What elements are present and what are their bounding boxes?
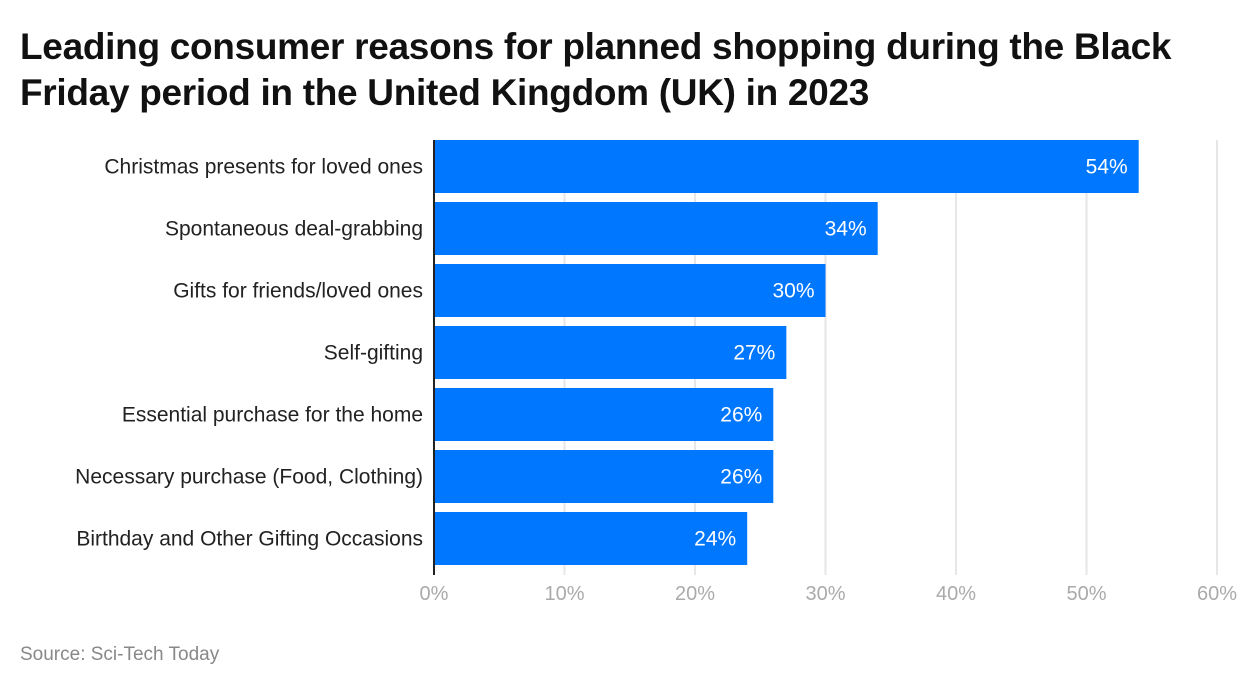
x-tick-label: 0%: [420, 583, 449, 605]
category-label: Self-gifting: [324, 342, 423, 365]
data-label: 24%: [694, 528, 736, 551]
category-label: Christmas presents for loved ones: [104, 156, 423, 179]
bar: [434, 264, 826, 317]
x-tick-label: 60%: [1197, 583, 1237, 605]
x-tick-label: 50%: [1066, 583, 1106, 605]
bar: [434, 202, 878, 255]
data-label: 54%: [1086, 156, 1128, 179]
source-note: Source: Sci-Tech Today: [20, 644, 220, 665]
category-label: Necessary purchase (Food, Clothing): [75, 466, 423, 489]
x-tick-label: 10%: [544, 583, 584, 605]
data-label: 27%: [733, 342, 775, 365]
category-label: Gifts for friends/loved ones: [173, 280, 423, 303]
bar: [434, 326, 787, 379]
bar: [434, 450, 774, 503]
category-label: Birthday and Other Gifting Occasions: [76, 528, 423, 551]
bar: [434, 140, 1139, 193]
x-tick-label: 40%: [936, 583, 976, 605]
data-label: 34%: [825, 218, 867, 241]
chart-title: Leading consumer reasons for planned sho…: [20, 26, 1172, 113]
bar: [434, 512, 748, 565]
data-label: 30%: [772, 280, 814, 303]
data-label: 26%: [720, 404, 762, 427]
x-tick-label: 20%: [675, 583, 715, 605]
x-tick-label: 30%: [805, 583, 845, 605]
category-label: Essential purchase for the home: [122, 404, 423, 427]
category-label: Spontaneous deal-grabbing: [165, 218, 423, 241]
bar: [434, 388, 774, 441]
data-label: 26%: [720, 466, 762, 489]
